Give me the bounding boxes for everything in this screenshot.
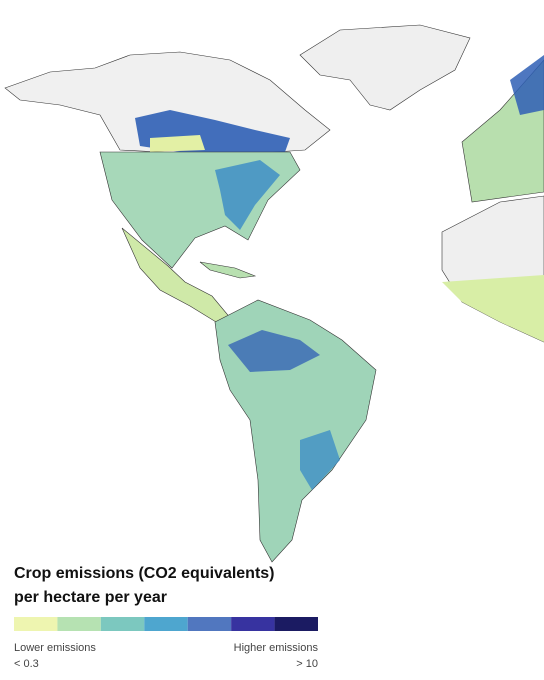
legend-swatch bbox=[14, 617, 58, 631]
basemap bbox=[4, 24, 544, 563]
legend-swatch bbox=[274, 617, 318, 631]
legend-swatch bbox=[100, 617, 145, 631]
legend-title: Crop emissions (CO2 equivalents) bbox=[14, 565, 275, 582]
legend: Crop emissions (CO2 equivalents) per hec… bbox=[14, 565, 318, 670]
legend-low-label: Lower emissions bbox=[14, 642, 96, 654]
legend-title: per hectare per year bbox=[14, 589, 167, 606]
prairie bbox=[150, 135, 205, 152]
south-brazil bbox=[300, 430, 340, 490]
scandinavia bbox=[510, 55, 544, 115]
legend-high-label: Higher emissions bbox=[234, 642, 319, 654]
legend-low-value: < 0.3 bbox=[14, 658, 39, 670]
legend-swatch bbox=[187, 617, 232, 631]
legend-swatch bbox=[231, 617, 275, 631]
sahel bbox=[442, 275, 544, 342]
amazon bbox=[228, 330, 320, 372]
legend-swatch bbox=[144, 617, 188, 631]
legend-swatch bbox=[57, 617, 101, 631]
greenland bbox=[299, 24, 471, 111]
cuba bbox=[199, 261, 257, 279]
usa-east bbox=[215, 160, 280, 230]
legend-swatches bbox=[14, 617, 318, 631]
legend-high-value: > 10 bbox=[296, 658, 318, 670]
